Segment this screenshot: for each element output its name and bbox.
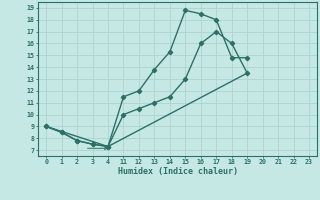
X-axis label: Humidex (Indice chaleur): Humidex (Indice chaleur) xyxy=(118,167,238,176)
